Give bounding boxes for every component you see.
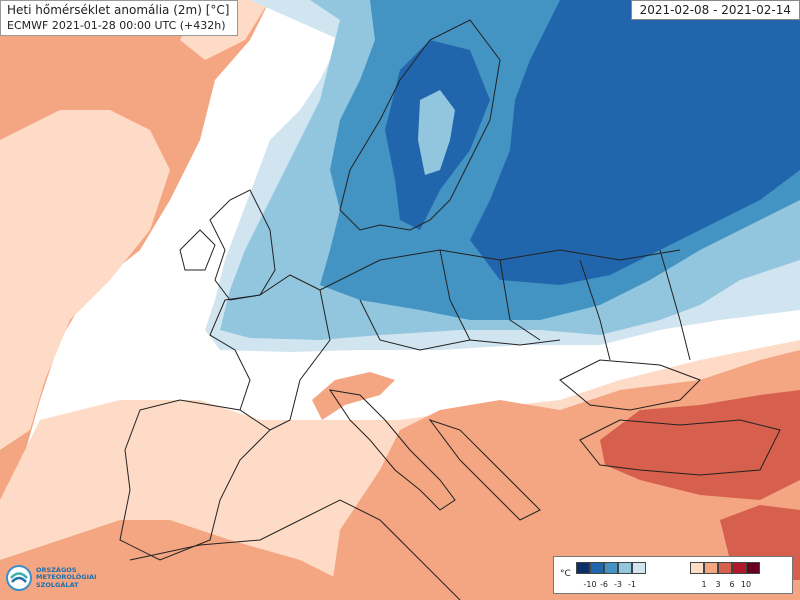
date-range-label: 2021-02-08 - 2021-02-14: [630, 0, 800, 20]
coast-britain: [209, 189, 276, 301]
coast-turkey: [579, 419, 781, 476]
omsz-logo-icon: [6, 565, 32, 591]
legend-warm-tick-label: 1: [701, 580, 707, 589]
legend-warm-tick-label: 10: [740, 580, 752, 589]
coast-north-africa: [129, 499, 461, 600]
legend-cold-tick-label: -10: [583, 580, 597, 589]
coastlines: [119, 19, 781, 600]
logo-line-1: ORSZÁGOS: [36, 565, 77, 574]
legend-warm-swatch-3: [732, 562, 746, 574]
legend-cold-swatch-4: [632, 562, 646, 574]
coast-france: [209, 274, 331, 431]
legend-cold-swatch-2: [604, 562, 618, 574]
anomaly-light-warm-atlantic: [0, 110, 170, 450]
legend-warm-tick-label: 3: [715, 580, 721, 589]
legend-warm-tick-label: 6: [729, 580, 735, 589]
legend-warm-swatch-1: [704, 562, 718, 574]
logo-line-3: SZOLGÁLAT: [36, 580, 79, 589]
legend-cold-tick-label: -6: [600, 580, 608, 589]
model-run-info: ECMWF 2021-01-28 00:00 UTC (+432h): [7, 19, 226, 32]
coast-black-sea: [559, 359, 701, 411]
coast-scandinavia: [339, 19, 501, 231]
anomaly-strong-warm-turkey: [600, 390, 800, 500]
legend-cold-tick-label: -1: [628, 580, 636, 589]
legend-warm-swatch-2: [718, 562, 732, 574]
map-title-box: Heti hőmérséklet anomália (2m) [°C] ECMW…: [0, 0, 238, 36]
legend-cold-swatch-0: [576, 562, 590, 574]
legend-cold-tick-label: -3: [614, 580, 622, 589]
map-title: Heti hőmérséklet anomália (2m) [°C]: [7, 3, 230, 17]
anomaly-strong-cold: [470, 0, 800, 285]
legend-cold-swatch-1: [590, 562, 604, 574]
legend-unit: °C: [560, 569, 571, 579]
anomaly-lake-light-cold: [418, 90, 455, 175]
coast-balkans: [428, 419, 541, 521]
coast-ireland: [179, 229, 216, 271]
anomaly-warm-alps-spot: [312, 372, 395, 420]
legend-warm-swatch-4: [746, 562, 760, 574]
legend-cold-swatch-3: [618, 562, 632, 574]
country-borders: [319, 249, 691, 361]
omsz-logo-text: ORSZÁGOS METEOROLÓGIAI SZOLGÁLAT: [36, 565, 97, 590]
omsz-logo: ORSZÁGOS METEOROLÓGIAI SZOLGÁLAT: [6, 560, 100, 596]
legend-warm-swatch-0: [690, 562, 704, 574]
anomaly-warm-spain-south: [0, 520, 340, 600]
coast-italy: [328, 389, 456, 511]
logo-line-2: METEOROLÓGIAI: [36, 573, 97, 582]
color-legend: °C -10 -6 -3 -1 1 3 6 10: [553, 556, 793, 594]
coast-iberia: [119, 399, 271, 561]
